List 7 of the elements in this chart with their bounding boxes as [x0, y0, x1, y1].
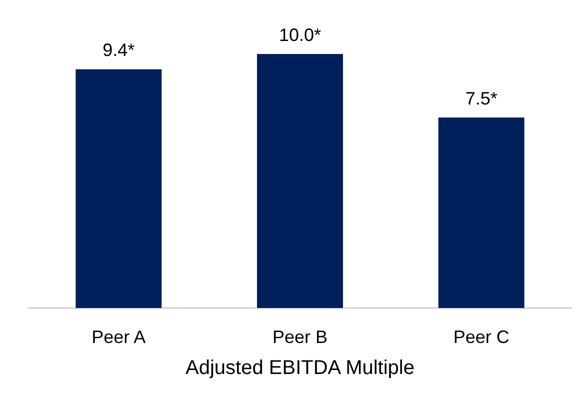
x-axis-title: Adjusted EBITDA Multiple: [186, 357, 414, 379]
data-label: 9.4*: [102, 40, 135, 60]
data-label: 7.5*: [465, 88, 498, 108]
x-tick-label: Peer C: [453, 327, 510, 347]
x-tick-label: Peer B: [272, 327, 328, 347]
x-tick-label: Peer A: [92, 327, 146, 347]
data-label: 10.0*: [278, 25, 322, 45]
